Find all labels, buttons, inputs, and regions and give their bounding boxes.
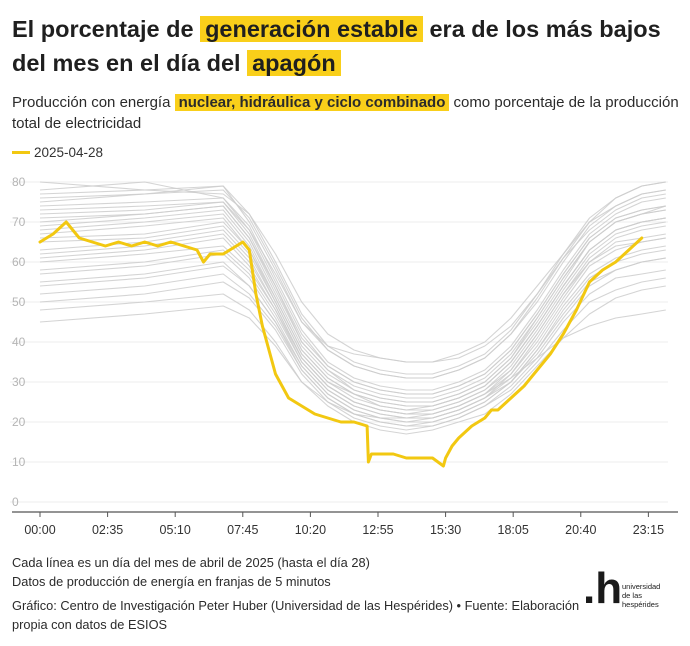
background-day-line-16 (39, 269, 666, 427)
line-chart: 0 10 20 30 40 50 60 70 80 00:00 02:35 05:10 07:45 10… (10, 175, 678, 537)
logo-mark: .h (583, 564, 623, 613)
x-tick-label: 10:20 (295, 523, 326, 537)
note-line-2: Datos de producción de energía en franja… (12, 574, 331, 589)
background-day-line-19 (39, 249, 666, 423)
x-tick-label: 05:10 (160, 523, 191, 537)
logo-text-line-3: hespérides (622, 600, 659, 609)
background-day-line-10 (39, 245, 666, 419)
background-series-group (39, 181, 666, 435)
legend-swatch (12, 151, 30, 154)
x-axis: 00:00 02:35 05:10 07:45 10:20 12:55 15:30 18:05… (12, 511, 678, 537)
legend-label: 2025-04-28 (34, 145, 104, 160)
background-day-line-23 (39, 217, 666, 407)
background-day-line-7 (39, 285, 666, 435)
x-tick-label: 15:30 (430, 523, 461, 537)
background-day-line-21 (39, 277, 666, 431)
x-tick-label: 20:40 (565, 523, 596, 537)
logo-text-line-2: de las (622, 591, 643, 600)
x-tick-label: 18:05 (498, 523, 529, 537)
note-line-1: Cada línea es un día del mes de abril de… (12, 555, 370, 570)
title-highlight-1: generación estable (200, 16, 423, 42)
y-tick-label: 0 (12, 495, 19, 509)
title-highlight-2: apagón (247, 50, 341, 76)
chart-grid (10, 181, 668, 503)
background-day-line-11 (39, 181, 666, 363)
background-day-line-18 (39, 225, 666, 415)
background-day-line-27 (39, 181, 666, 375)
highlight-series-group (38, 220, 644, 468)
y-tick-label: 60 (12, 255, 26, 269)
background-day-line-3 (39, 233, 666, 415)
x-tick-label: 00:00 (24, 523, 55, 537)
x-tick-label: 12:55 (362, 523, 393, 537)
subtitle-highlight: nuclear, hidráulica y ciclo combinado (174, 94, 450, 111)
background-day-line-20 (39, 189, 666, 379)
background-day-line-6 (39, 181, 666, 363)
y-tick-label: 70 (12, 215, 26, 229)
note-credits: Gráfico: Centro de Investigación Peter H… (12, 598, 580, 632)
chart-subtitle: Producción con energía nuclear, hidráuli… (12, 92, 682, 134)
x-tick-label: 23:15 (633, 523, 664, 537)
y-tick-label: 80 (12, 175, 26, 189)
background-day-line-12 (39, 305, 666, 419)
title-part-1: El porcentaje de (12, 16, 194, 42)
background-day-line-15 (39, 197, 666, 391)
background-day-line-24 (39, 237, 666, 419)
y-axis: 0 10 20 30 40 50 60 70 80 (12, 175, 26, 509)
chart-title: El porcentaje de generación estable era … (12, 12, 682, 80)
logo-text-line-1: universidad (622, 582, 661, 591)
background-day-line-14 (39, 237, 666, 415)
subtitle-part-1: Producción con energía (12, 94, 171, 111)
y-tick-label: 20 (12, 415, 26, 429)
x-tick-label: 07:45 (227, 523, 258, 537)
title-part-2: era de los más bajos del mes en el día d… (12, 16, 661, 76)
legend: 2025-04-28 (12, 145, 103, 160)
logo-text: universidad de las hespérides (622, 582, 660, 609)
y-tick-label: 40 (12, 335, 26, 349)
university-logo: .h universidad de las hespérides (583, 564, 683, 620)
y-tick-label: 30 (12, 375, 26, 389)
background-day-line-2 (39, 181, 666, 379)
y-tick-label: 10 (12, 455, 26, 469)
x-tick-label: 02:35 (92, 523, 123, 537)
background-day-line-25 (39, 201, 666, 395)
y-tick-label: 50 (12, 295, 26, 309)
subtitle-part-2: como porcentaje de la producción total d… (12, 94, 679, 132)
background-day-line-9 (39, 221, 666, 411)
highlight-day-line (38, 220, 644, 468)
background-day-line-22 (39, 205, 666, 399)
footnotes: Cada línea es un día del mes de abril de… (12, 553, 592, 634)
